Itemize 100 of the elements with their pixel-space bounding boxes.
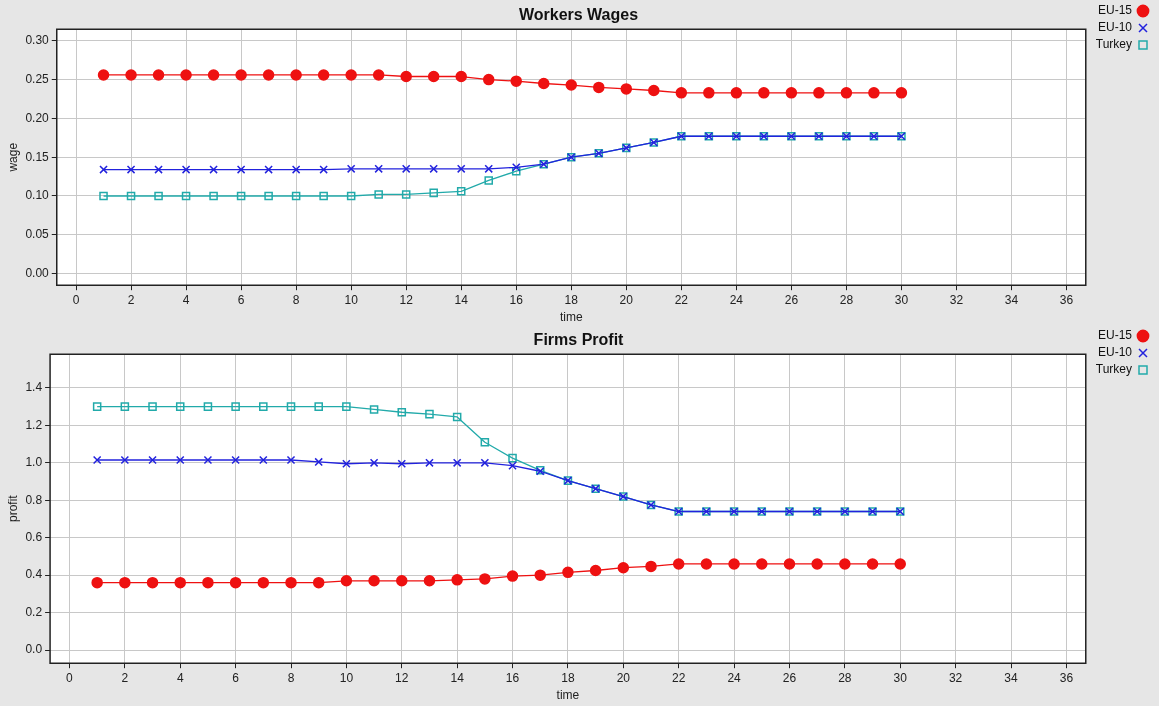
- point: [811, 558, 823, 570]
- point: [203, 402, 213, 411]
- x-tick-label: 22: [674, 292, 689, 307]
- point: [342, 402, 351, 411]
- point: [479, 573, 491, 585]
- point: [346, 191, 356, 201]
- point: [259, 455, 268, 465]
- point: [484, 176, 494, 185]
- point: [152, 69, 165, 81]
- point: [368, 575, 380, 587]
- x-tick-label: 36: [1059, 292, 1074, 307]
- x-tick-label: 26: [782, 670, 797, 685]
- point: [423, 575, 436, 587]
- x-tick-label: 8: [292, 292, 300, 307]
- x-tick-label: 24: [727, 670, 742, 685]
- point: [257, 576, 270, 589]
- x-tick-label: 0: [66, 670, 74, 685]
- point: [562, 566, 574, 579]
- point: [126, 191, 136, 201]
- point: [589, 564, 602, 577]
- x-tick-label: 2: [121, 670, 129, 685]
- y-axis-title: wage: [5, 142, 20, 173]
- x-tick-label: 18: [561, 670, 575, 685]
- point: [840, 87, 853, 99]
- point: [452, 412, 462, 422]
- legend-label: EU-10: [1097, 345, 1133, 360]
- point: [510, 75, 522, 87]
- y-axis-title: profit: [5, 494, 20, 523]
- x-tick-label: 2: [127, 292, 135, 307]
- point: [259, 402, 268, 411]
- legend-label: EU-15: [1097, 3, 1133, 18]
- point: [866, 558, 879, 570]
- x-tick-label: 26: [784, 292, 799, 307]
- x-tick-label: 8: [287, 670, 295, 685]
- point: [482, 73, 495, 86]
- y-tick-label: 0.05: [25, 227, 50, 242]
- x-tick-label: 12: [399, 292, 414, 307]
- point: [511, 166, 521, 176]
- y-tick-label: 0.8: [25, 492, 43, 507]
- point: [480, 458, 490, 468]
- point: [813, 87, 825, 99]
- point: [231, 402, 240, 411]
- point: [290, 69, 302, 81]
- x-tick-label: 14: [450, 670, 465, 685]
- point: [372, 69, 385, 81]
- point: [319, 165, 328, 174]
- point: [783, 558, 796, 570]
- point: [209, 165, 218, 174]
- y-tick-label: 0.4: [25, 567, 43, 582]
- point: [593, 81, 605, 94]
- point: [730, 87, 743, 99]
- point: [181, 191, 191, 201]
- chart-title: Firms Profit: [533, 331, 625, 349]
- point: [229, 576, 242, 589]
- point: [92, 455, 102, 465]
- x-tick-label: 30: [893, 670, 908, 685]
- point: [534, 569, 546, 581]
- point: [538, 77, 550, 90]
- point: [231, 455, 240, 465]
- point: [429, 188, 438, 198]
- x-tick-label: 34: [1004, 292, 1019, 307]
- point: [154, 165, 163, 174]
- point: [119, 576, 131, 589]
- point: [427, 70, 440, 83]
- point: [286, 402, 296, 411]
- point: [895, 87, 908, 99]
- point: [207, 69, 220, 81]
- point: [180, 69, 192, 81]
- point: [92, 402, 102, 411]
- x-tick-label: 4: [176, 670, 184, 685]
- point: [120, 402, 130, 411]
- y-tick-label: 1.2: [25, 417, 43, 432]
- point: [400, 70, 412, 83]
- y-tick-label: 0.10: [25, 188, 50, 203]
- point: [868, 87, 880, 99]
- point: [181, 165, 191, 174]
- point: [396, 575, 408, 587]
- point: [99, 165, 108, 174]
- point: [397, 459, 407, 469]
- point: [236, 191, 246, 201]
- point: [397, 407, 407, 417]
- point: [262, 69, 275, 81]
- x-tick-label: 22: [672, 670, 686, 685]
- point: [839, 558, 851, 570]
- point: [175, 402, 185, 411]
- point: [728, 558, 740, 570]
- point: [374, 164, 383, 174]
- x-tick-label: 28: [839, 292, 854, 307]
- x-tick-label: 24: [729, 292, 744, 307]
- point: [97, 69, 110, 81]
- point: [235, 69, 247, 81]
- x-tick-label: 0: [72, 292, 80, 307]
- y-tick-label: 0.15: [25, 149, 50, 164]
- point: [264, 191, 273, 201]
- y-tick-label: 0.2: [25, 604, 43, 619]
- x-tick-label: 32: [949, 292, 964, 307]
- x-tick-label: 28: [838, 670, 852, 685]
- point: [401, 190, 411, 199]
- y-tick-label: 0.20: [25, 110, 50, 125]
- point: [342, 459, 351, 469]
